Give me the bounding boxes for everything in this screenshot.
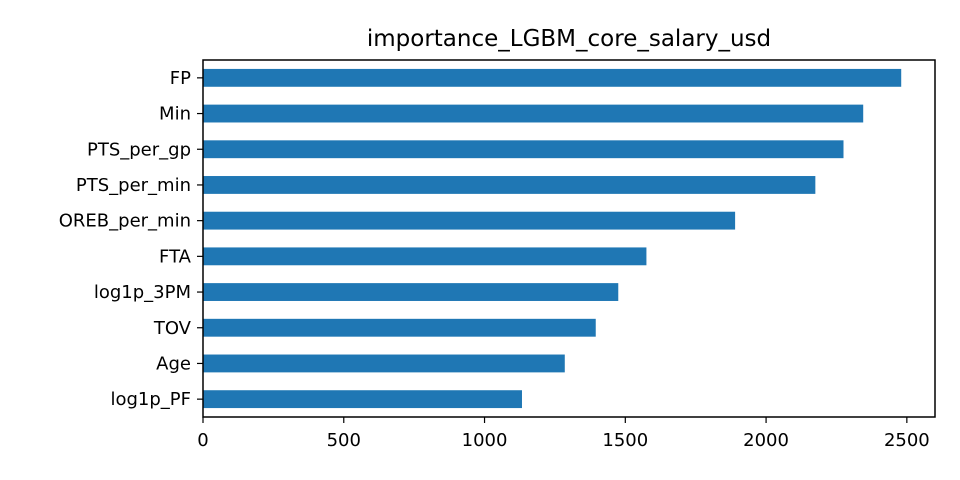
y-tick-label: PTS_per_gp [87, 139, 191, 160]
bar-PTS_per_gp [203, 140, 844, 159]
y-tick-label: FP [170, 68, 191, 89]
bar-Age [203, 354, 565, 373]
plot-frame [202, 59, 936, 418]
y-tick-label: OREB_per_min [59, 211, 191, 232]
x-tick-label: 0 [197, 430, 208, 451]
y-tick-label: Age [156, 353, 191, 374]
bar-log1p_PF [203, 390, 522, 409]
x-tick-label: 1500 [602, 430, 648, 451]
y-tick-label: PTS_per_min [76, 175, 191, 196]
x-tick-label: 1000 [462, 430, 508, 451]
y-tick-label: log1p_PF [110, 389, 191, 410]
bar-PTS_per_min [203, 176, 816, 194]
x-tick-label: 2000 [743, 430, 789, 451]
x-tick-label: 2500 [884, 430, 930, 451]
bar-log1p_3PM [203, 283, 619, 301]
bar-FP [203, 68, 902, 87]
y-tick-label: FTA [159, 246, 192, 267]
bar-TOV [203, 318, 596, 337]
bar-FTA [203, 247, 647, 266]
bar-Min [203, 104, 864, 123]
chart-title: importance_LGBM_core_salary_usd [367, 26, 771, 52]
x-tick-label: 500 [327, 430, 361, 451]
y-tick-label: Min [159, 104, 191, 125]
bar-OREB_per_min [203, 211, 736, 230]
y-tick-label: TOV [153, 318, 192, 339]
y-tick-label: log1p_3PM [94, 282, 191, 303]
